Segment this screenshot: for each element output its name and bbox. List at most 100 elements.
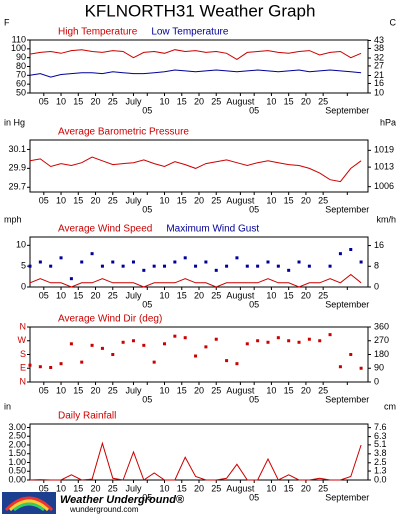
y-tick-label: 3.00 xyxy=(8,422,26,432)
x-tick-label: 25 xyxy=(318,290,328,300)
x-tick-label: 05 xyxy=(249,204,259,214)
x-tick-label: September xyxy=(325,492,369,502)
y2-tick-label: 21 xyxy=(374,70,384,80)
x-tick-label: 10 xyxy=(56,290,66,300)
x-tick-label: August xyxy=(226,385,255,395)
data-point xyxy=(152,360,156,364)
x-tick-label: 10 xyxy=(56,385,66,395)
brand: Weather Underground® xyxy=(60,494,185,506)
x-tick-label: 20 xyxy=(194,96,204,106)
x-tick-label: 25 xyxy=(211,96,221,106)
data-point xyxy=(28,363,32,367)
y2-tick-label: 43 xyxy=(374,35,384,45)
x-tick-label: 15 xyxy=(177,96,187,106)
data-point xyxy=(59,256,63,260)
data-point xyxy=(38,365,42,369)
x-tick-label: 20 xyxy=(194,385,204,395)
y-tick-label: 2.00 xyxy=(8,439,26,449)
x-tick-label: 25 xyxy=(108,385,118,395)
x-tick-label: July xyxy=(125,290,142,300)
x-tick-label: 15 xyxy=(284,385,294,395)
x-tick-label: 05 xyxy=(249,299,259,309)
x-tick-label: September xyxy=(325,299,369,309)
data-point xyxy=(142,268,146,272)
y-tick-label: W xyxy=(18,335,27,345)
data-line xyxy=(29,69,362,78)
y-tick-label: 0.00 xyxy=(8,474,26,484)
y-tick-label: 29.7 xyxy=(8,182,26,192)
data-line xyxy=(29,441,362,481)
x-tick-label: 25 xyxy=(318,483,328,493)
y-tick-label: 110 xyxy=(12,34,26,44)
legend-label: Average Barometric Pressure xyxy=(58,127,189,138)
y-tick-label: 1.00 xyxy=(8,457,26,467)
x-tick-label: 10 xyxy=(160,483,170,493)
data-point xyxy=(131,339,135,343)
y2-tick-label: 5.1 xyxy=(374,439,387,449)
data-point xyxy=(338,252,342,256)
legend-label: High Temperature xyxy=(58,27,138,38)
y-tick-label: 60 xyxy=(16,79,26,89)
y2-axis-label: cm xyxy=(384,401,396,411)
data-point xyxy=(235,362,239,366)
y2-tick-label: 1.3 xyxy=(374,465,387,475)
x-tick-label: 20 xyxy=(301,195,311,205)
y-tick-label: 2.50 xyxy=(8,431,26,441)
logo-arc xyxy=(8,499,50,512)
data-point xyxy=(183,336,187,340)
y2-tick-label: 2.5 xyxy=(374,457,387,467)
x-tick-label: 15 xyxy=(73,483,83,493)
data-point xyxy=(276,336,280,340)
x-tick-label: 25 xyxy=(108,483,118,493)
x-tick-label: September xyxy=(325,204,369,214)
y-tick-label: 5 xyxy=(21,261,26,271)
data-point xyxy=(297,260,301,264)
y-tick-label: 1.50 xyxy=(8,448,26,458)
x-tick-label: 25 xyxy=(211,483,221,493)
data-point xyxy=(173,334,177,338)
x-tick-label: 15 xyxy=(177,195,187,205)
x-tick-label: 10 xyxy=(266,483,276,493)
data-point xyxy=(297,340,301,344)
data-line xyxy=(29,49,362,60)
x-tick-label: 25 xyxy=(211,385,221,395)
data-point xyxy=(256,264,260,268)
data-point xyxy=(318,339,322,343)
x-tick-label: 25 xyxy=(211,195,221,205)
y-tick-label: 90 xyxy=(16,52,26,62)
y2-tick-label: 10 xyxy=(374,87,384,97)
x-tick-label: 05 xyxy=(142,105,152,115)
x-tick-label: 05 xyxy=(39,385,49,395)
y2-tick-label: 1013 xyxy=(374,161,394,171)
x-tick-label: 05 xyxy=(39,290,49,300)
data-point xyxy=(69,277,73,281)
data-point xyxy=(80,360,84,364)
y-tick-label: E xyxy=(20,363,26,373)
x-tick-label: 15 xyxy=(73,290,83,300)
y-tick-label: N xyxy=(20,321,27,331)
x-tick-label: August xyxy=(226,195,255,205)
logo: Weather Underground® wunderground.com xyxy=(2,492,185,514)
x-tick-label: 20 xyxy=(194,290,204,300)
data-point xyxy=(121,340,125,344)
logo-arc xyxy=(13,502,45,512)
x-tick-label: 10 xyxy=(160,385,170,395)
x-tick-label: 10 xyxy=(56,96,66,106)
x-tick-label: 10 xyxy=(266,385,276,395)
y2-tick-label: 360 xyxy=(374,321,389,331)
x-tick-label: August xyxy=(226,483,255,493)
data-point xyxy=(59,362,63,366)
y-tick-label: 0.50 xyxy=(8,466,26,476)
data-point xyxy=(90,343,94,347)
data-point xyxy=(214,337,218,341)
x-tick-label: 20 xyxy=(91,290,101,300)
x-tick-label: July xyxy=(125,96,142,106)
data-point xyxy=(100,264,104,268)
data-point xyxy=(38,260,42,264)
legend-label: Average Wind Dir (deg) xyxy=(58,314,162,325)
data-point xyxy=(266,260,270,264)
data-point xyxy=(214,268,218,272)
y2-tick-label: 8 xyxy=(374,261,379,271)
data-point xyxy=(111,260,115,264)
x-tick-label: 10 xyxy=(160,290,170,300)
